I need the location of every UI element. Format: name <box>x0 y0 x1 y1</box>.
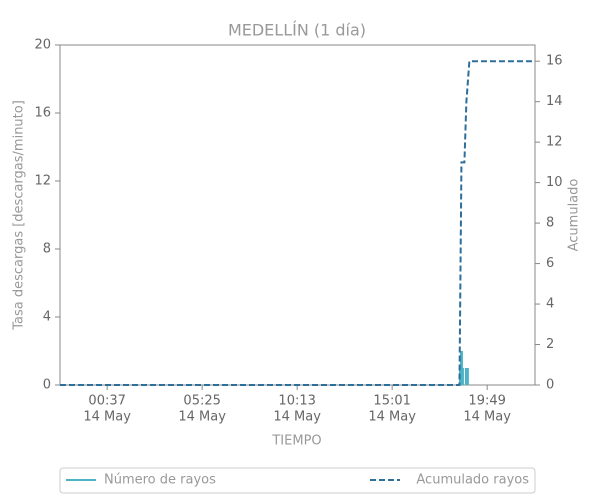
x-tick-label: 05:25 <box>183 394 220 409</box>
line <box>60 60 535 386</box>
y2-tick-label: 8 <box>546 216 554 231</box>
y2-tick-label: 2 <box>546 337 554 352</box>
legend-label: Acumulado rayos <box>416 473 529 488</box>
x-tick-label: 14 May <box>463 410 511 425</box>
y2-tick-label: 10 <box>546 175 563 190</box>
x-tick-label: 14 May <box>83 410 131 425</box>
y2-tick-label: 12 <box>546 135 563 150</box>
y2-tick-label: 14 <box>546 94 563 109</box>
legend-label: Número de rayos <box>104 473 216 488</box>
x-tick-label: 14 May <box>368 410 416 425</box>
y-tick-label: 0 <box>43 378 51 393</box>
y2-tick-label: 0 <box>546 378 554 393</box>
chart-title: MEDELLÍN (1 día) <box>228 21 366 40</box>
y2-axis-label: Acumulado <box>567 179 582 252</box>
x-tick-label: 14 May <box>178 410 226 425</box>
y-axis-label: Tasa descargas [descargas/minuto] <box>12 100 27 331</box>
y-tick-label: 8 <box>43 242 51 257</box>
y-tick-label: 4 <box>43 310 51 325</box>
bar <box>460 368 464 385</box>
y-tick-label: 20 <box>34 38 51 53</box>
bar <box>465 368 469 385</box>
x-tick-label: 00:37 <box>88 394 125 409</box>
x-axis-label: TIEMPO <box>271 434 321 449</box>
y2-tick-label: 6 <box>546 256 554 271</box>
y-tick-label: 16 <box>34 106 51 121</box>
legend-box <box>59 467 536 494</box>
y2-tick-label: 4 <box>546 297 554 312</box>
x-tick-label: 15:01 <box>373 394 410 409</box>
y2-tick-label: 16 <box>546 54 563 69</box>
x-tick-label: 10:13 <box>278 394 315 409</box>
x-tick-label: 19:49 <box>468 394 505 409</box>
y-tick-label: 12 <box>34 174 51 189</box>
plot-frame <box>59 44 536 386</box>
x-tick-label: 14 May <box>273 410 321 425</box>
